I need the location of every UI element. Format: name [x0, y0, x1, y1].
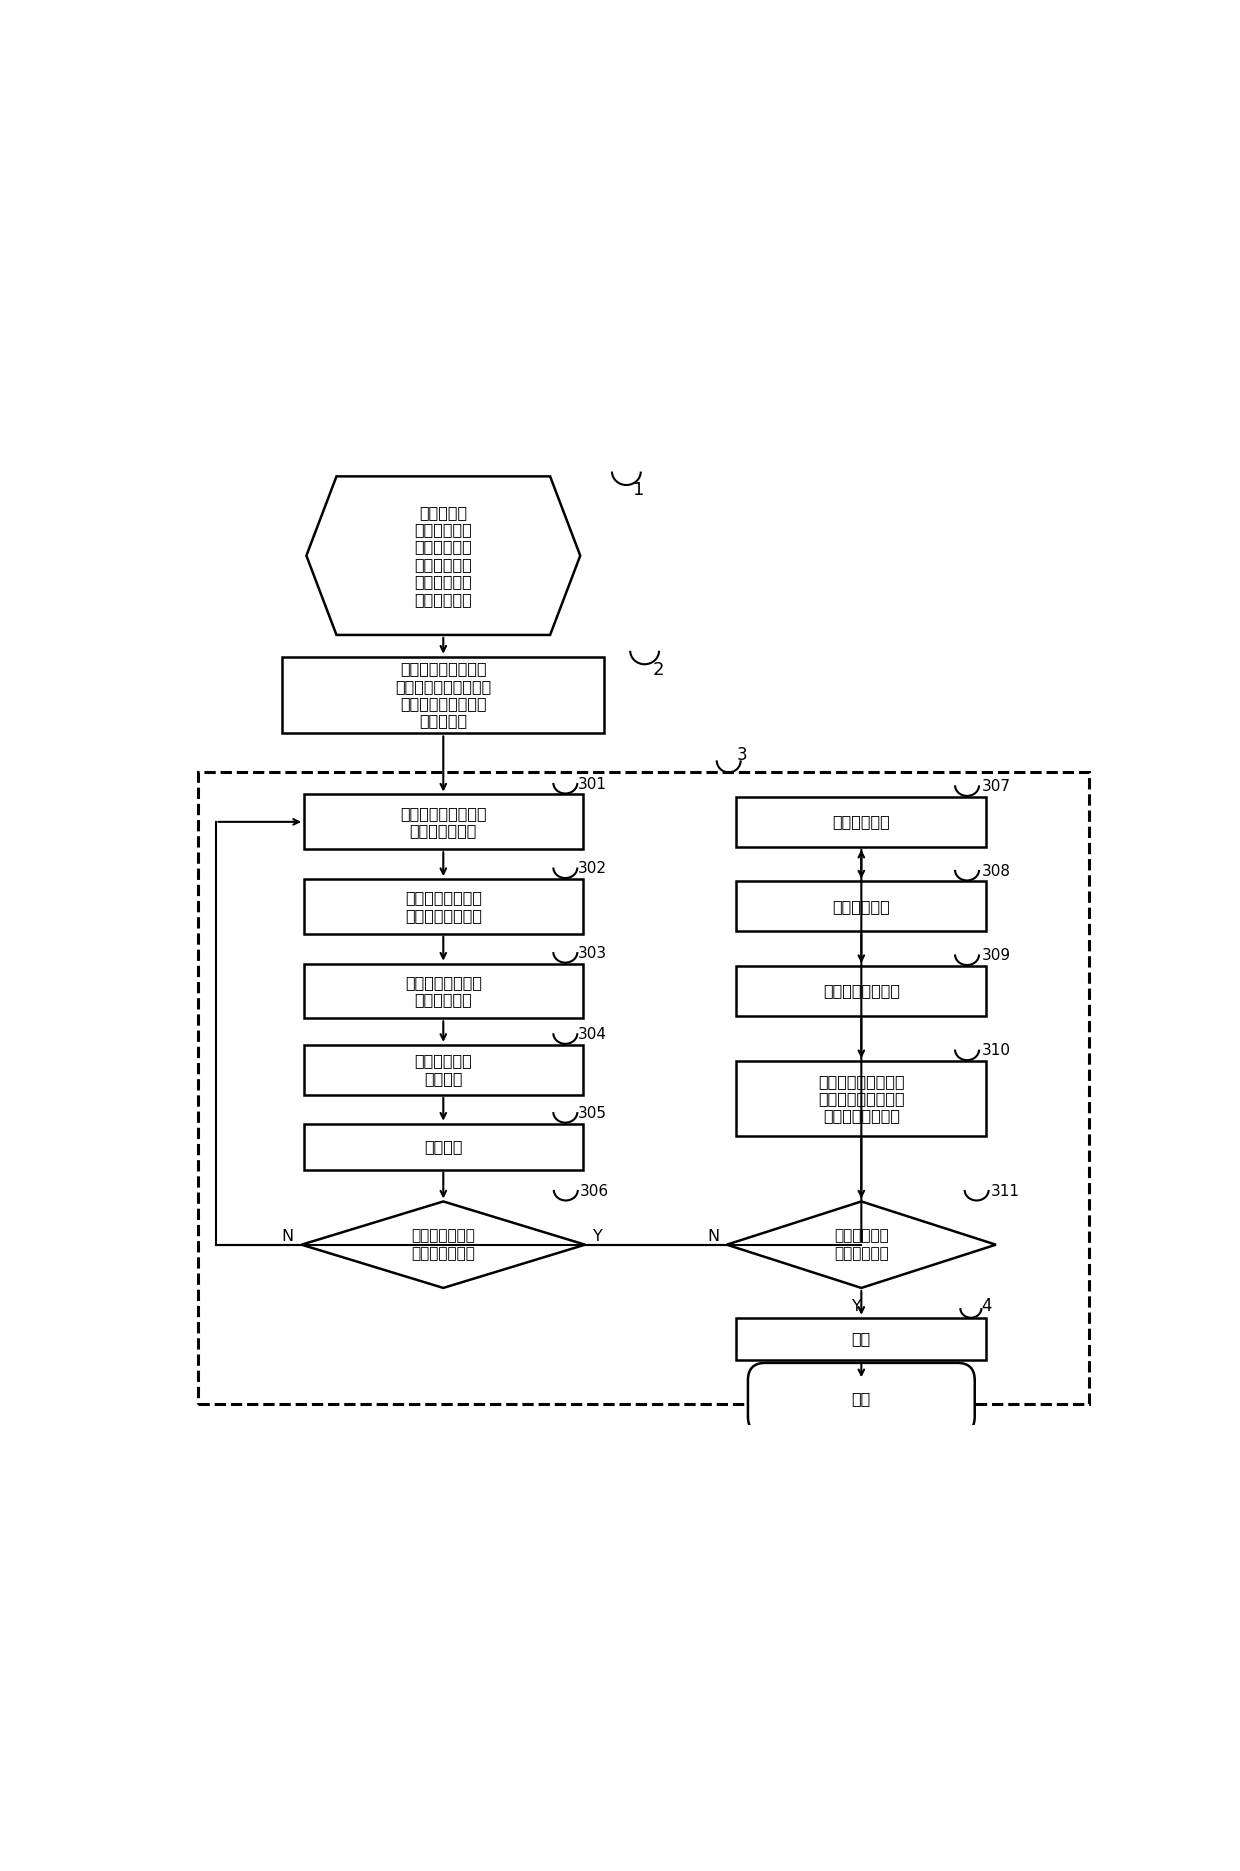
- Text: 以发射天线为中心生
成分层射线和取样点，
取地理信息，判断有
效取样点。: 以发射天线为中心生 成分层射线和取样点， 取地理信息，判断有 效取样点。: [396, 660, 491, 728]
- Text: 计算地物损耗: 计算地物损耗: [832, 898, 890, 913]
- FancyBboxPatch shape: [748, 1362, 975, 1433]
- Text: 所有有效取样
点均计算完成: 所有有效取样 点均计算完成: [835, 1229, 889, 1261]
- Bar: [304, 964, 583, 1018]
- Bar: [737, 1317, 986, 1360]
- Text: 该点路径损耗加上发
射天线增益后，放入
对应的路损矩阵中: 该点路径损耗加上发 射天线增益后，放入 对应的路损矩阵中: [818, 1074, 905, 1123]
- Bar: [304, 1124, 583, 1169]
- Text: 4: 4: [982, 1297, 992, 1315]
- Text: 304: 304: [578, 1027, 606, 1042]
- Text: 2: 2: [652, 660, 663, 679]
- Text: 309: 309: [982, 949, 1011, 964]
- Text: 计算地球曲率对地
理高程信息的影响: 计算地球曲率对地 理高程信息的影响: [404, 891, 482, 922]
- Text: Y: Y: [593, 1229, 603, 1244]
- Text: 结束: 结束: [852, 1390, 870, 1405]
- Text: 计算绕射损耗: 计算绕射损耗: [832, 814, 890, 829]
- Text: 计算该点路径损耗: 计算该点路径损耗: [823, 984, 900, 999]
- Text: 插值: 插值: [852, 1332, 870, 1347]
- Text: 306: 306: [580, 1184, 609, 1199]
- Text: 使用地物类型信息
补偿高程信息: 使用地物类型信息 补偿高程信息: [404, 975, 482, 1007]
- Bar: [737, 965, 986, 1016]
- Text: 305: 305: [578, 1106, 606, 1121]
- Bar: [283, 657, 604, 733]
- Text: N: N: [707, 1229, 719, 1244]
- Polygon shape: [301, 1201, 585, 1287]
- Bar: [737, 797, 986, 848]
- Text: 输入数字地
图，确定地图
矩阵与路损矩
阵，获得传播
模型和发射天
线参数等信息: 输入数字地 图，确定地图 矩阵与路损矩 阵，获得传播 模型和发射天 线参数等信息: [414, 505, 472, 606]
- Text: 计算发射天线
有效高度: 计算发射天线 有效高度: [414, 1053, 472, 1085]
- Polygon shape: [306, 477, 580, 634]
- Bar: [304, 1044, 583, 1095]
- Text: 308: 308: [982, 864, 1011, 879]
- Text: 1: 1: [634, 481, 645, 500]
- Bar: [737, 881, 986, 932]
- Text: 当前点是否需要
出计算路径损耗: 当前点是否需要 出计算路径损耗: [412, 1229, 475, 1261]
- Text: 301: 301: [578, 776, 606, 791]
- Text: 303: 303: [578, 945, 606, 960]
- Text: 3: 3: [737, 747, 746, 763]
- Polygon shape: [727, 1201, 996, 1287]
- Bar: [304, 795, 583, 849]
- Text: 对每层射线合并后，
依次取线、取点: 对每层射线合并后， 依次取线、取点: [401, 806, 486, 838]
- Text: 302: 302: [578, 861, 606, 876]
- Text: Y: Y: [852, 1300, 862, 1315]
- Bar: [737, 1061, 986, 1136]
- Bar: [304, 879, 583, 934]
- Text: 311: 311: [991, 1184, 1021, 1199]
- Text: 310: 310: [982, 1044, 1011, 1059]
- Text: 计算刃峰: 计算刃峰: [424, 1139, 463, 1154]
- Text: 307: 307: [982, 778, 1011, 793]
- Text: N: N: [281, 1229, 294, 1244]
